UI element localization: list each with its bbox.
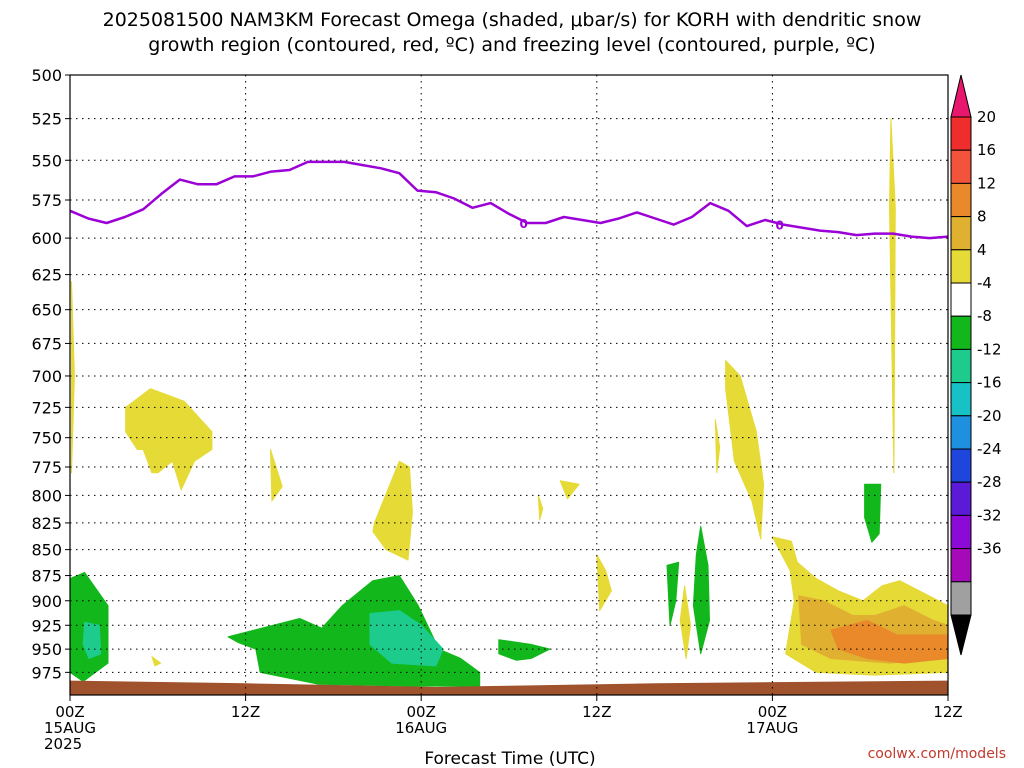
y-tick-label-950: 950	[31, 640, 62, 659]
colorbar-label-2: 12	[977, 174, 996, 192]
y-tick-label-725: 725	[31, 398, 62, 417]
terrain-ground	[70, 680, 948, 695]
omega-area-6	[227, 575, 481, 687]
colorbar-segment-13	[950, 514, 972, 550]
y-tick-label-675: 675	[31, 334, 62, 353]
y-tick-label-975: 975	[31, 663, 62, 682]
freezing-level-line	[69, 160, 949, 240]
colorbar-label-13: -36	[977, 540, 1002, 558]
x-tick-label-24-0: 00Z	[407, 703, 436, 721]
colorbar-segment-1	[950, 116, 972, 151]
colorbar-segment-6	[950, 282, 972, 317]
omega-area-17	[725, 360, 765, 540]
y-tick-label-775: 775	[31, 458, 62, 477]
x-tick-label-0-2: 2025	[44, 735, 82, 753]
y-tick-label-625: 625	[31, 266, 62, 285]
ground-fill	[70, 680, 948, 695]
y-tick-label-600: 600	[31, 229, 62, 248]
freezing-level-label-1: 0	[776, 219, 784, 233]
omega-area-0	[71, 281, 75, 474]
plot-frame	[69, 74, 949, 696]
colorbar: 20 16 12 8 4 -4 -8 -12 -16 -20 -24 -28 -32 -36	[950, 74, 1002, 656]
omega-area-13	[666, 561, 680, 626]
omega-area-2	[82, 621, 102, 659]
colorbar-label-10: -24	[977, 440, 1002, 458]
x-tick-label-36-0: 12Z	[582, 703, 611, 721]
x-tick-label-48-1: 17AUG	[746, 719, 798, 737]
omega-shaded-areas	[69, 118, 949, 687]
y-tick-label-850: 850	[31, 541, 62, 560]
colorbar-label-0: 20	[977, 108, 996, 126]
colorbar-segment-4	[950, 216, 972, 251]
omega-area-22	[864, 483, 882, 543]
omega-area-4	[151, 656, 162, 667]
colorbar-segment-2	[950, 149, 972, 184]
omega-area-7	[369, 610, 444, 667]
x-axis-title: Forecast Time (UTC)	[424, 749, 595, 768]
y-tick-label-825: 825	[31, 514, 62, 533]
colorbar-segment-10	[950, 415, 972, 450]
omega-area-11	[498, 639, 551, 661]
y-tick-label-650: 650	[31, 301, 62, 320]
y-axis-pressure: 500 525 550 575 600 625 650 675 700 725 750 775 800 8…	[31, 66, 70, 682]
x-tick-label-60-0: 12Z	[933, 703, 962, 721]
y-tick-label-800: 800	[31, 486, 62, 505]
colorbar-top-arrow	[950, 74, 972, 118]
colorbar-segment-11	[950, 448, 972, 483]
colorbar-label-3: 8	[977, 208, 987, 226]
omega-area-15	[679, 585, 691, 659]
y-tick-label-550: 550	[31, 151, 62, 170]
omega-area-12	[596, 554, 612, 612]
y-tick-label-925: 925	[31, 616, 62, 635]
omega-area-9	[537, 494, 544, 521]
x-tick-label-0-1: 15AUG	[44, 719, 96, 737]
y-tick-label-525: 525	[31, 110, 62, 129]
colorbar-label-4: 4	[977, 241, 987, 259]
colorbar-label-9: -20	[977, 407, 1002, 425]
colorbar-label-8: -16	[977, 374, 1002, 392]
colorbar-label-5: -4	[977, 274, 992, 292]
colorbar-segment-14	[950, 548, 972, 583]
omega-area-21	[889, 118, 896, 474]
y-tick-label-750: 750	[31, 429, 62, 448]
omega-area-16	[714, 419, 721, 474]
x-tick-label-12-0: 12Z	[231, 703, 260, 721]
chart-title-line1: 2025081500 NAM3KM Forecast Omega (shaded…	[103, 9, 922, 31]
x-tick-label-24-1: 16AUG	[395, 719, 447, 737]
y-tick-label-700: 700	[31, 367, 62, 386]
y-tick-label-575: 575	[31, 191, 62, 210]
watermark-url: coolwx.com/models	[868, 746, 1006, 762]
y-tick-label-500: 500	[31, 66, 62, 85]
colorbar-segment-9	[950, 382, 972, 417]
colorbar-segment-7	[950, 315, 972, 350]
chart-title-line2: growth region (contoured, red, ºC) and f…	[148, 34, 875, 56]
colorbar-label-12: -32	[977, 506, 1002, 524]
colorbar-segment-5	[950, 249, 972, 284]
colorbar-label-11: -28	[977, 473, 1002, 491]
colorbar-segment-8	[950, 348, 972, 384]
omega-area-10	[559, 480, 580, 500]
colorbar-segment-3	[950, 182, 972, 218]
colorbar-segment-12	[950, 481, 972, 516]
x-tick-label-0-0: 00Z	[55, 703, 84, 721]
omega-area-14	[692, 525, 710, 655]
y-tick-label-875: 875	[31, 567, 62, 586]
colorbar-bottom-arrow	[950, 614, 972, 656]
omega-area-8	[372, 460, 413, 561]
x-tick-label-48-0: 00Z	[758, 703, 787, 721]
colorbar-segment-15	[950, 581, 972, 616]
colorbar-label-6: -8	[977, 307, 992, 325]
y-tick-label-900: 900	[31, 592, 62, 611]
omega-area-3	[125, 388, 213, 491]
colorbar-label-1: 16	[977, 141, 996, 159]
freezing-level-label-0: 0	[519, 217, 527, 231]
colorbar-label-7: -12	[977, 340, 1002, 358]
omega-area-5	[270, 449, 283, 502]
